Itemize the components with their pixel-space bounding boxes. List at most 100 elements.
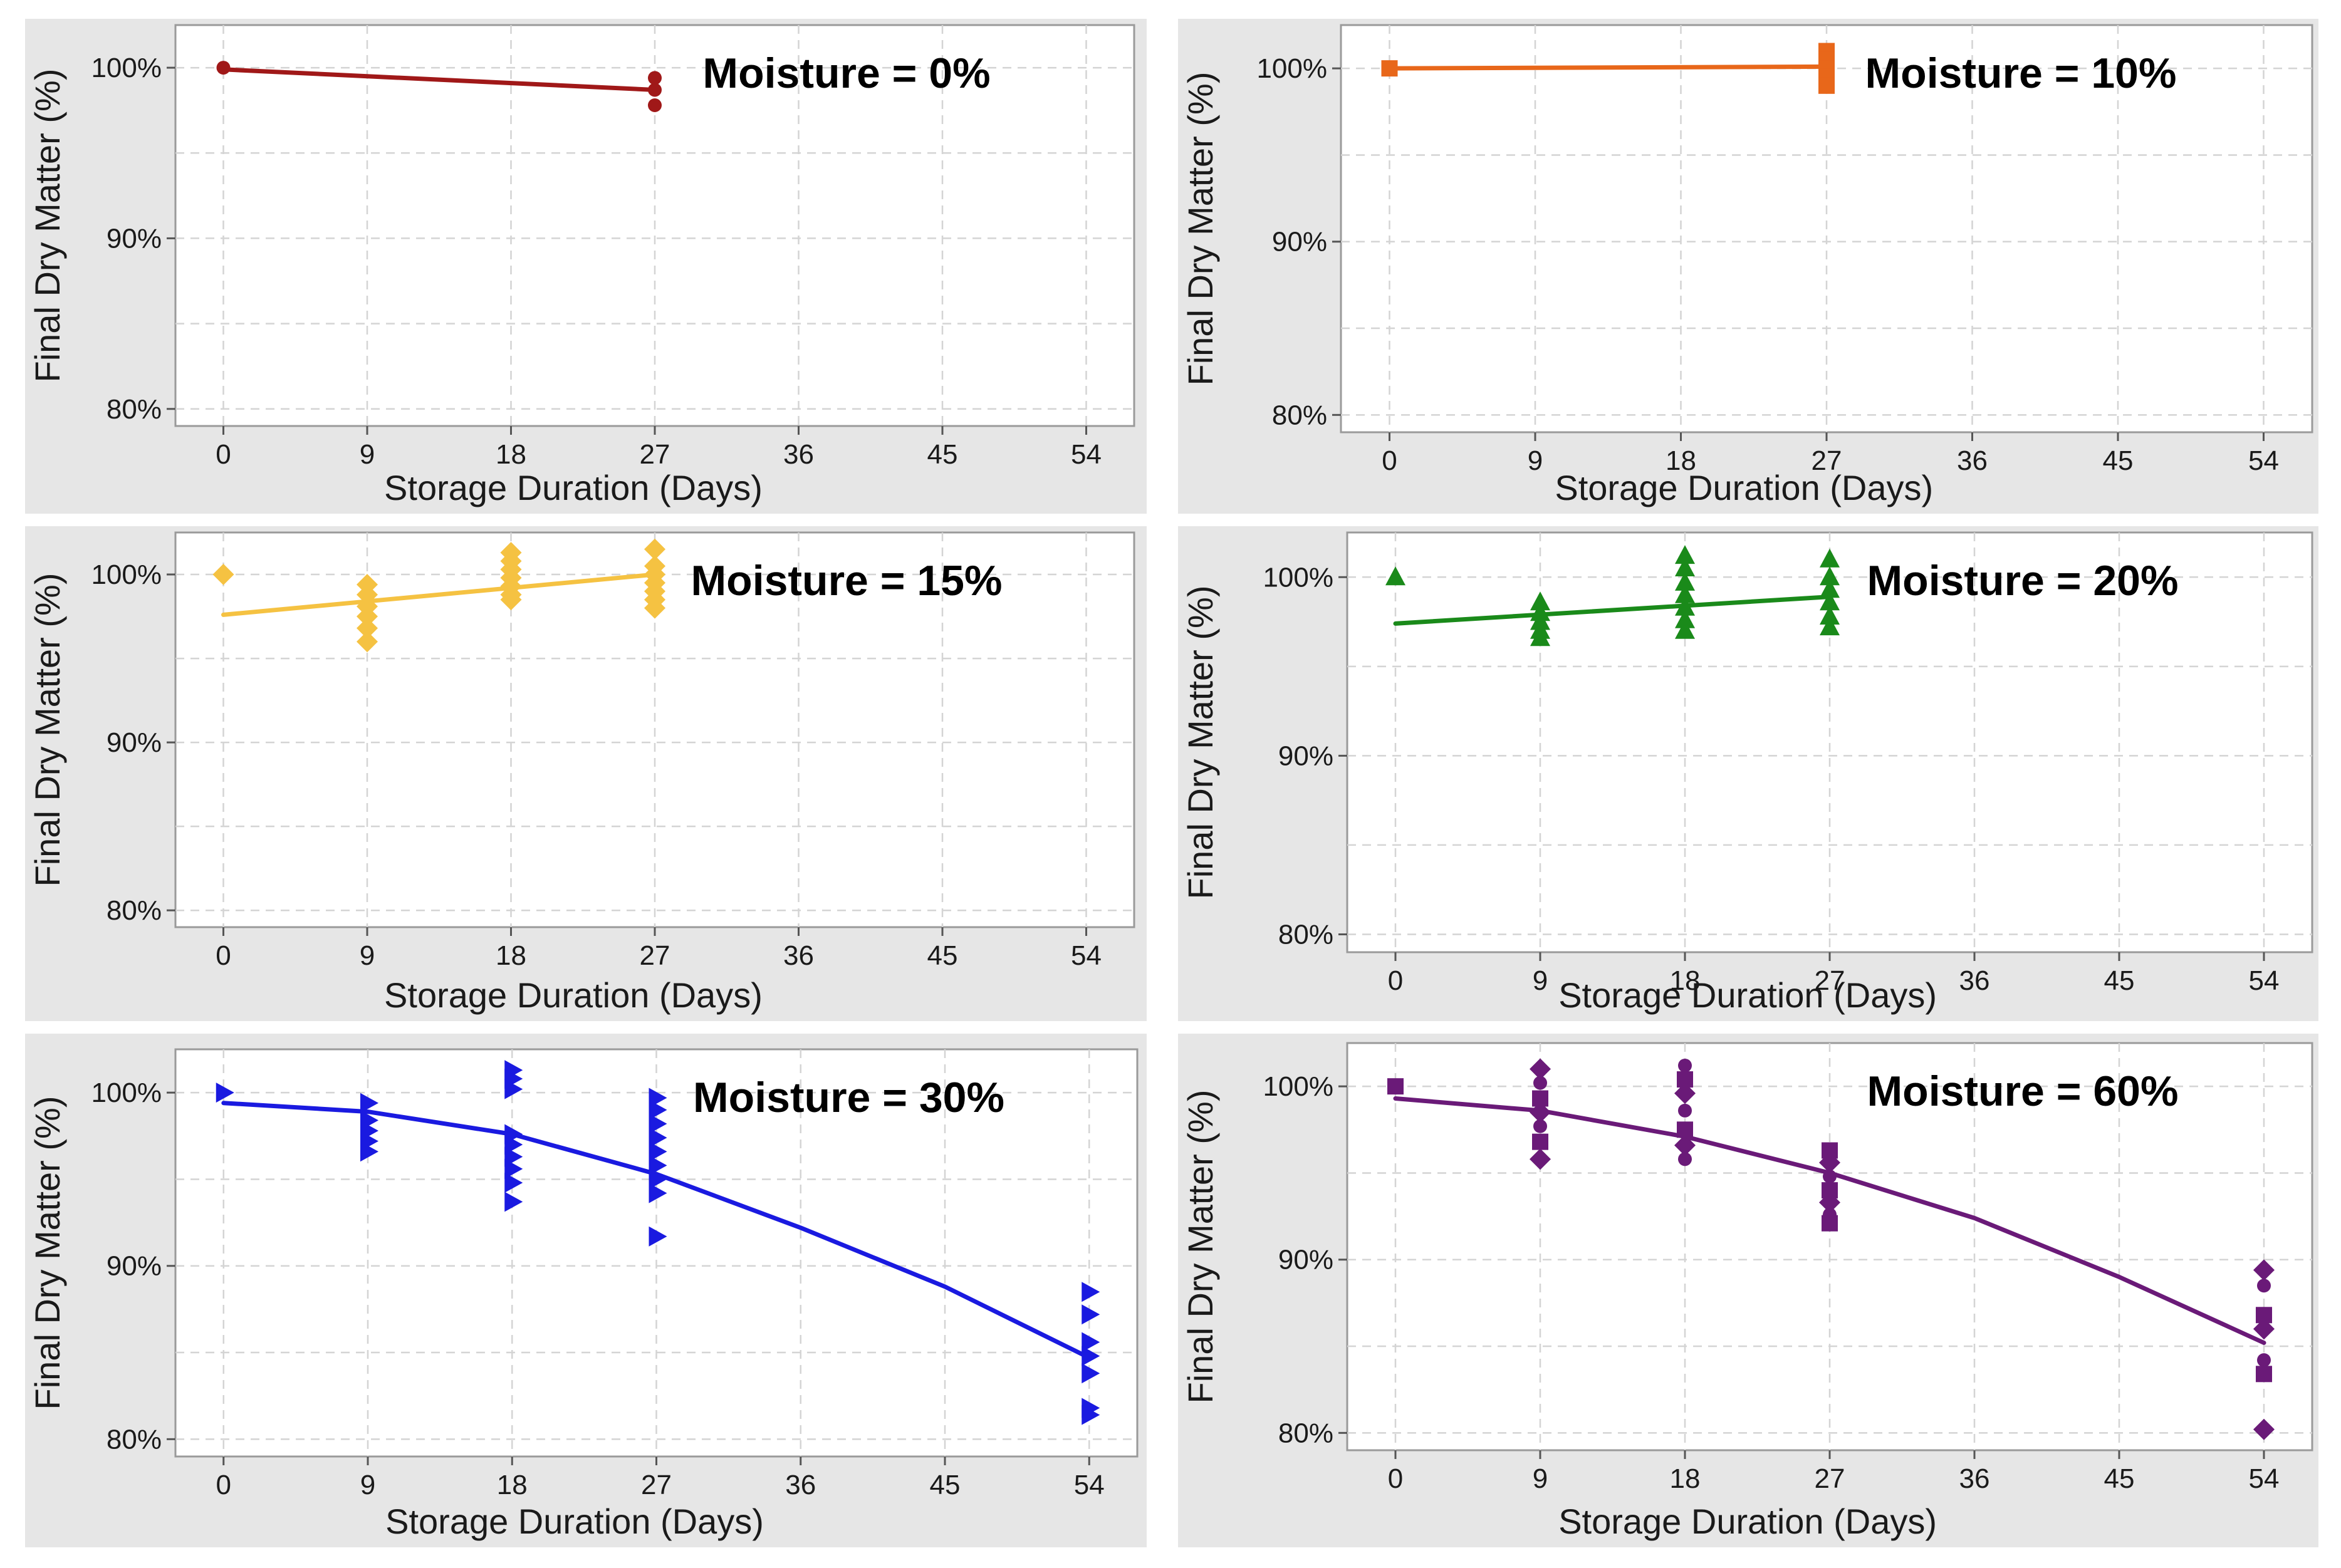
x-tick-label: 27 <box>1815 1463 1845 1494</box>
y-tick-label: 90% <box>107 727 162 758</box>
chart-panel-5: 0 9 18 27 36 45 54 80% 90% 100% Storage Duration (… <box>1178 1034 2318 1547</box>
x-tick-label: 0 <box>1388 1463 1403 1494</box>
data-point-8 <box>504 1079 523 1099</box>
data-point-0 <box>1387 1078 1404 1095</box>
y-tick-label: 100% <box>1263 1071 1333 1102</box>
data-points <box>1385 545 1840 646</box>
data-point-1 <box>1530 591 1550 611</box>
x-tick-label: 18 <box>497 1470 528 1500</box>
data-point-0 <box>1381 60 1398 77</box>
data-point-2 <box>357 584 378 606</box>
data-point-3 <box>648 98 662 112</box>
x-tick-label: 27 <box>640 940 670 971</box>
x-tick-label: 18 <box>496 439 526 470</box>
data-point-16 <box>649 1099 667 1120</box>
data-point-17 <box>649 1113 667 1134</box>
y-tick-label: 80% <box>1272 400 1327 430</box>
x-tick-label: 54 <box>2249 1463 2280 1494</box>
data-point-23 <box>649 1226 667 1247</box>
data-point-26 <box>1082 1332 1100 1353</box>
x-tick-label: 45 <box>2104 965 2135 996</box>
chart-panel-2: 0 9 18 27 36 45 54 80% 90% 100% Storage Duration (… <box>25 526 1147 1021</box>
data-point-18 <box>649 1128 667 1148</box>
data-point-2 <box>1533 1076 1547 1090</box>
x-tick-label: 9 <box>1533 965 1548 996</box>
data-point-27 <box>1082 1346 1100 1366</box>
data-point-6 <box>1532 1133 1548 1150</box>
x-tick-label: 9 <box>1528 445 1543 476</box>
data-points <box>1387 1058 2275 1440</box>
data-point-25 <box>1082 1304 1100 1325</box>
y-tick-label: 80% <box>1278 1418 1333 1448</box>
data-points <box>216 1060 1100 1425</box>
data-point-10 <box>1674 1083 1696 1104</box>
x-tick-label: 0 <box>216 439 231 470</box>
x-tick-label: 54 <box>2249 965 2280 996</box>
moisture-label: Moisture = 10% <box>1865 49 2177 97</box>
x-tick-label: 36 <box>783 940 814 971</box>
y-axis-title: Final Dry Matter (%) <box>28 69 67 383</box>
data-point-23 <box>2257 1279 2271 1293</box>
x-tick-label: 54 <box>2248 445 2279 476</box>
x-tick-label: 45 <box>930 1470 961 1500</box>
x-tick-label: 27 <box>641 1470 672 1500</box>
y-axis-title: Final Dry Matter (%) <box>28 573 67 887</box>
x-axis-title: Storage Duration (Days) <box>384 468 763 507</box>
data-point-5 <box>357 617 378 639</box>
x-tick-label: 45 <box>927 940 958 971</box>
x-tick-label: 9 <box>360 1470 375 1500</box>
data-point-7 <box>1530 1148 1551 1170</box>
data-point-5 <box>1818 77 1835 94</box>
x-tick-label: 36 <box>1959 965 1990 996</box>
data-point-8 <box>1675 571 1695 591</box>
data-point-20 <box>649 1155 667 1176</box>
data-point-13 <box>500 589 522 611</box>
data-point-17 <box>1823 1169 1837 1183</box>
gridlines <box>175 25 1134 426</box>
data-point-5 <box>360 1141 378 1162</box>
data-point-0 <box>212 564 234 586</box>
moisture-label: Moisture = 15% <box>691 557 1003 605</box>
data-point-4 <box>357 606 378 628</box>
data-point-9 <box>1675 584 1695 603</box>
data-point-28 <box>1082 1363 1100 1384</box>
y-tick-label: 90% <box>1278 740 1333 771</box>
data-point-11 <box>1675 609 1695 628</box>
data-point-14 <box>1820 566 1840 586</box>
data-point-22 <box>649 1183 667 1203</box>
y-tick-label: 80% <box>107 1424 162 1455</box>
data-point-8 <box>1678 1058 1692 1072</box>
x-tick-label: 36 <box>1959 1463 1990 1494</box>
gridlines <box>1347 1043 2312 1450</box>
data-point-16 <box>1820 591 1840 611</box>
fit-line <box>1393 594 1832 626</box>
fit-line <box>1387 64 1829 71</box>
y-tick-label: 100% <box>1256 53 1327 84</box>
gridlines <box>175 1049 1137 1456</box>
data-point-6 <box>357 631 378 653</box>
data-points <box>212 538 665 653</box>
x-tick-label: 18 <box>1670 965 1701 996</box>
x-tick-label: 18 <box>1666 445 1696 476</box>
chart-panel-3: 0 9 18 27 36 45 54 80% 90% 100% Storage Duration (… <box>1178 526 2318 1021</box>
y-axis-title: Final Dry Matter (%) <box>1181 586 1220 900</box>
data-point-5 <box>1530 627 1550 646</box>
x-tick-label: 54 <box>1071 439 1102 470</box>
x-tick-label: 36 <box>1957 445 1988 476</box>
x-tick-label: 0 <box>1388 965 1403 996</box>
data-point-0 <box>216 1083 234 1103</box>
data-point-26 <box>2257 1353 2271 1368</box>
y-tick-label: 90% <box>1278 1245 1333 1275</box>
moisture-label: Moisture = 20% <box>1867 557 2179 605</box>
fit-line <box>221 67 657 92</box>
x-tick-label: 54 <box>1074 1470 1105 1500</box>
x-tick-label: 27 <box>1812 445 1842 476</box>
data-point-10 <box>1675 596 1695 616</box>
moisture-label: Moisture = 0% <box>702 49 990 97</box>
x-tick-label: 54 <box>1071 940 1102 971</box>
data-point-16 <box>1819 1151 1840 1173</box>
y-tick-label: 100% <box>91 559 162 590</box>
data-point-22 <box>2253 1259 2275 1281</box>
